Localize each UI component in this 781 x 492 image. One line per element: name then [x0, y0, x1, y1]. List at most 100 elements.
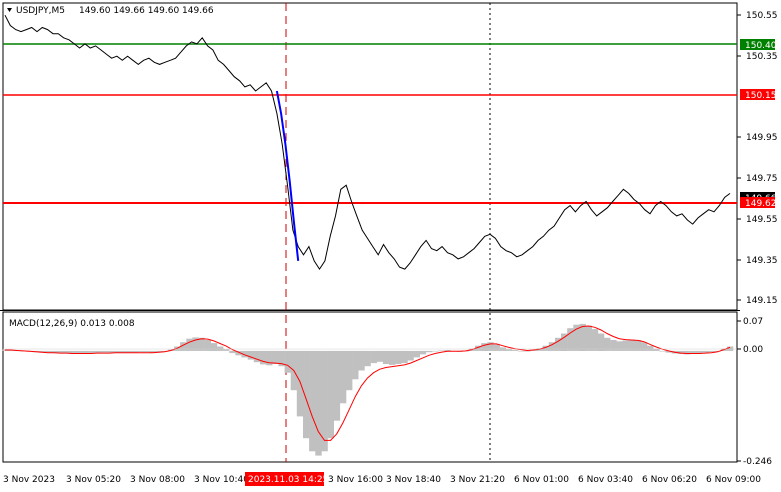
- macd-bar: [87, 350, 95, 354]
- macd-bar: [690, 350, 697, 354]
- macd-bar: [112, 350, 119, 353]
- macd-bar: [155, 350, 162, 353]
- macd-tick: -0.246: [743, 457, 772, 467]
- macd-bar: [217, 346, 224, 351]
- macd-bar: [610, 340, 617, 351]
- macd-bar: [432, 350, 439, 352]
- macd-bar: [124, 350, 132, 353]
- main-chart-frame: [2, 2, 738, 311]
- macd-bar: [198, 337, 205, 351]
- level-tag-149-62: 149.62: [740, 197, 777, 209]
- macd-tick: 0.07: [743, 317, 763, 327]
- macd-bar: [597, 333, 605, 351]
- dropdown-triangle-icon[interactable]: [7, 8, 12, 12]
- macd-bar: [518, 350, 525, 352]
- level-tag-150-15: 150.15: [740, 89, 777, 101]
- time-tick: 3 Nov 2023: [3, 475, 55, 485]
- time-tick: 6 Nov 03:40: [578, 475, 633, 485]
- macd-bar: [554, 337, 562, 351]
- level-label: 149.62: [745, 199, 777, 209]
- macd-bar: [653, 348, 660, 351]
- price-series-group: [4, 14, 731, 271]
- macd-bar: [161, 350, 169, 352]
- macd-bar: [131, 350, 138, 353]
- macd-bar: [634, 340, 642, 351]
- macd-bar: [665, 350, 672, 353]
- macd-bar: [505, 349, 513, 351]
- macd-bar: [315, 350, 322, 456]
- macd-bar: [475, 345, 482, 351]
- event-time-box: [245, 472, 324, 486]
- time-tick: 3 Nov 18:40: [386, 475, 441, 485]
- macd-bar: [647, 345, 654, 351]
- macd-bar: [714, 350, 721, 352]
- price-tick: 149.35: [746, 256, 778, 266]
- macd-bar: [726, 346, 734, 351]
- macd-bar: [591, 329, 599, 351]
- macd-tick: 0.00: [743, 345, 763, 355]
- macd-bar: [137, 350, 144, 353]
- macd-bar: [444, 350, 451, 351]
- macd-bar: [339, 350, 347, 404]
- macd-bar: [296, 350, 304, 417]
- macd-bar: [561, 333, 568, 351]
- macd-bar: [604, 337, 611, 351]
- macd-signal-line: [5, 325, 731, 441]
- macd-bar: [696, 350, 703, 354]
- macd-bar: [235, 350, 242, 356]
- macd-bar: [481, 343, 488, 351]
- macd-bar: [106, 350, 113, 353]
- macd-bar: [579, 323, 586, 351]
- macd-bar: [229, 350, 236, 354]
- macd-bar: [186, 338, 193, 351]
- time-tick: 6 Nov 06:20: [642, 475, 697, 485]
- macd-bar: [567, 328, 574, 351]
- macd-bar: [425, 350, 433, 353]
- macd-bar: [278, 350, 285, 367]
- macd-bar: [358, 350, 365, 371]
- price-tick: 149.15: [746, 296, 778, 306]
- macd-bar: [677, 350, 685, 354]
- macd-bar: [247, 350, 255, 360]
- macd-bar: [413, 350, 420, 358]
- macd-bar: [81, 350, 89, 354]
- macd-bar: [616, 341, 623, 351]
- price-line: [4, 14, 731, 271]
- macd-bar: [548, 342, 556, 351]
- macd-bar: [382, 350, 390, 364]
- macd-bar: [57, 350, 64, 354]
- macd-bar: [118, 350, 126, 353]
- macd-bar: [659, 350, 666, 352]
- macd-bar: [149, 350, 156, 353]
- price-tick: 149.75: [746, 174, 778, 184]
- macd-bar: [438, 350, 445, 352]
- macd-bar: [75, 350, 83, 354]
- macd-bar: [573, 324, 580, 351]
- macd-bar: [204, 340, 212, 351]
- macd-bar: [346, 350, 353, 391]
- price-axis: 150.55 150.35 149.95 149.75 149.55 149.3…: [737, 11, 778, 306]
- macd-bar: [493, 344, 500, 351]
- macd-axis: 0.07 0.00 -0.246: [737, 317, 772, 467]
- macd-bar: [44, 350, 52, 353]
- macd-bar: [272, 350, 279, 364]
- price-tick: 150.55: [746, 11, 778, 21]
- macd-panel-frame: [2, 311, 738, 463]
- macd-bar: [708, 350, 715, 353]
- macd-bar: [419, 350, 427, 355]
- time-tick: 3 Nov 10:40: [194, 475, 249, 485]
- symbol-label: USDJPY,M5: [16, 6, 65, 16]
- macd-bar: [63, 350, 70, 354]
- macd-bar: [51, 350, 58, 354]
- time-tick: 6 Nov 09:00: [706, 475, 761, 485]
- price-tick: 149.95: [746, 133, 778, 143]
- macd-bar: [683, 350, 691, 355]
- time-tick: 3 Nov 21:20: [450, 475, 505, 485]
- time-tick: 3 Nov 16:00: [328, 475, 383, 485]
- highlighted-drop-line: [275, 90, 300, 262]
- macd-bar: [333, 350, 341, 421]
- macd-bar: [407, 350, 414, 361]
- macd-bar: [511, 350, 519, 351]
- macd-bar: [622, 340, 629, 351]
